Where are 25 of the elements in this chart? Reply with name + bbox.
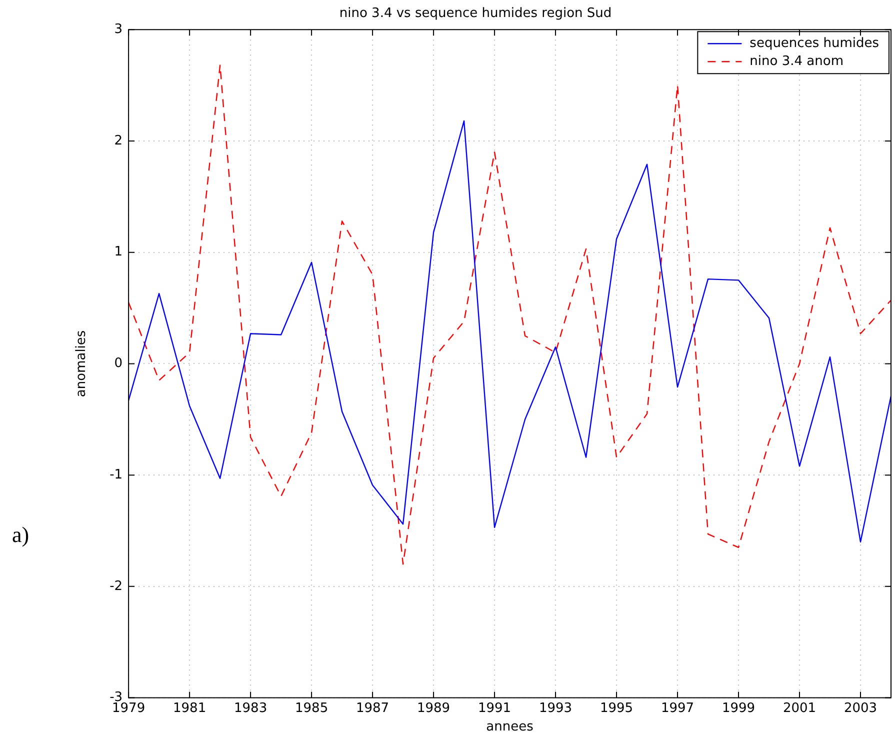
y-tick-label: -2 [110, 578, 123, 594]
chart-title: nino 3.4 vs sequence humides region Sud [339, 6, 612, 22]
y-tick-label: -1 [110, 467, 123, 482]
legend-label: nino 3.4 anom [750, 54, 844, 69]
y-tick-label: 3 [114, 22, 123, 37]
x-tick-label: 1987 [356, 700, 390, 716]
x-tick-label: 2003 [844, 700, 878, 716]
x-tick-label: 1985 [295, 700, 328, 716]
x-tick-label: 1993 [538, 700, 572, 716]
x-tick-label: 1983 [234, 700, 268, 716]
x-tick-label: 1995 [600, 700, 634, 716]
y-tick-label: 2 [114, 133, 123, 148]
y-tick-label: 1 [114, 244, 123, 260]
legend-label: sequences humides [750, 36, 880, 51]
y-tick-label: 0 [114, 356, 123, 372]
x-axis-title: annees [486, 720, 534, 735]
text: a) [12, 522, 30, 548]
y-axis-title: anomalies [74, 330, 90, 398]
x-tick-label: 2001 [782, 700, 816, 716]
x-tick-label: 1999 [722, 700, 756, 716]
line-series [128, 64, 891, 565]
x-tick-label: 1991 [478, 700, 512, 716]
x-tick-label: 1981 [173, 700, 206, 716]
x-tick-label: 1989 [416, 700, 450, 716]
x-tick-label: 1997 [660, 700, 694, 716]
